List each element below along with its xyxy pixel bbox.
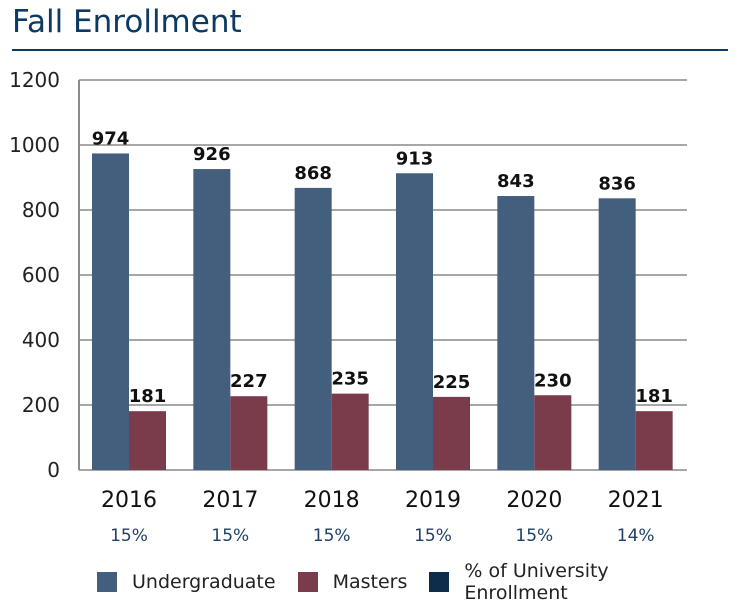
bar-undergraduate-2018 [294, 187, 332, 470]
bar-masters-2018 [331, 393, 369, 470]
x-tick-label: 2021 [608, 488, 664, 513]
bar-undergraduate-2019 [396, 173, 433, 470]
percent-label: 15% [515, 526, 553, 546]
legend-swatch-percent [429, 572, 450, 592]
legend-label: % of University Enrollment [464, 560, 609, 604]
y-tick-label: 600 [22, 263, 60, 287]
bar-undergraduate-2016 [92, 153, 129, 470]
chart-title: Fall Enrollment [12, 4, 242, 40]
percent-label: 15% [211, 526, 249, 546]
bar-masters-2017 [230, 396, 268, 470]
x-tick-label: 2017 [202, 488, 258, 513]
data-label: 974 [92, 128, 130, 149]
percent-label: 15% [110, 526, 148, 546]
data-label: 235 [331, 369, 369, 390]
bar-masters-2019 [433, 396, 470, 470]
data-label: 181 [129, 386, 167, 407]
y-tick-label: 800 [22, 198, 60, 222]
bar-masters-2020 [534, 395, 572, 470]
x-tick-label: 2020 [506, 488, 562, 513]
data-label: 227 [230, 371, 268, 392]
y-tick-label: 0 [47, 458, 60, 482]
legend-swatch-undergraduate [97, 572, 117, 592]
data-label: 181 [635, 386, 673, 407]
x-tick-label: 2016 [101, 488, 157, 513]
bar-masters-2016 [129, 411, 166, 470]
data-label: 230 [534, 370, 572, 391]
data-label: 913 [396, 148, 434, 169]
legend: Undergraduate Masters % of University En… [97, 560, 740, 604]
bar-masters-2021 [635, 411, 673, 470]
y-tick-label: 200 [22, 393, 60, 417]
legend-swatch-masters [297, 572, 318, 592]
percent-label: 14% [617, 526, 655, 546]
data-label: 225 [433, 372, 471, 393]
percent-label: 15% [313, 526, 351, 546]
legend-percent: % of University Enrollment [429, 560, 718, 604]
bar-undergraduate-2020 [497, 196, 535, 470]
percent-label: 15% [414, 526, 452, 546]
bar-undergraduate-2017 [193, 169, 231, 471]
title-rule [12, 49, 728, 51]
y-tick-label: 1000 [9, 133, 60, 157]
x-tick-label: 2019 [405, 488, 461, 513]
bar-undergraduate-2021 [598, 198, 636, 471]
legend-undergraduate: Undergraduate [97, 571, 276, 593]
legend-masters: Masters [297, 571, 408, 593]
data-label: 836 [598, 173, 636, 194]
y-tick-label: 400 [22, 328, 60, 352]
data-label: 926 [193, 144, 231, 165]
data-label: 843 [497, 171, 535, 192]
data-label: 868 [294, 163, 332, 184]
x-tick-label: 2018 [304, 488, 360, 513]
legend-label: Masters [332, 571, 408, 593]
y-tick-label: 1200 [9, 68, 60, 92]
legend-label: Undergraduate [132, 571, 276, 593]
